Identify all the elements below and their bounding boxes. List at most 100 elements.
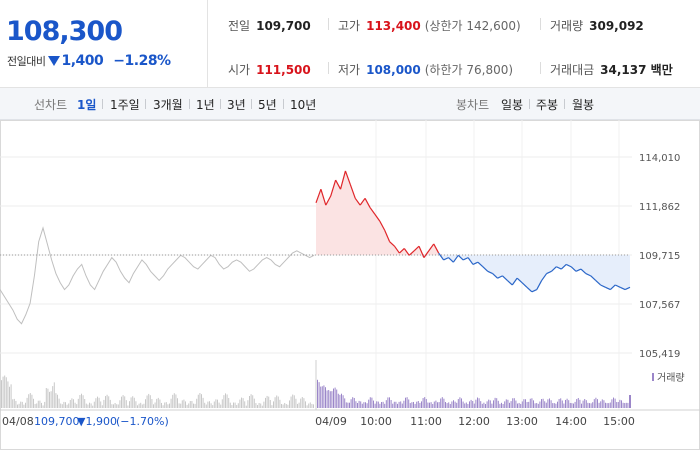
candle-daily-button[interactable]: 일봉: [501, 98, 524, 112]
divider: [564, 99, 565, 109]
volume-bar: [249, 395, 250, 408]
volume-bar: [497, 400, 499, 408]
volume-bar: [175, 394, 177, 408]
volume-bar: [55, 393, 57, 408]
open-label: 시가: [228, 63, 251, 77]
volume-bar: [385, 400, 387, 408]
volume-bar: [368, 399, 370, 408]
volume-bar: [202, 397, 204, 408]
volume-bar: [50, 391, 52, 408]
volume-bar: [472, 400, 474, 408]
volume-bar: [571, 403, 573, 408]
volume-bar: [336, 389, 338, 408]
x-tick-label: 15:00: [603, 415, 635, 428]
volume-bar: [103, 399, 105, 408]
volume-bar: [164, 402, 166, 408]
price-line-segment: [428, 243, 435, 252]
price-line-segment: [398, 248, 405, 254]
volume-bar: [501, 402, 502, 408]
volume-bar: [451, 401, 453, 408]
price-line-segment: [374, 213, 381, 222]
volume-bar: [207, 401, 209, 408]
candle-monthly-button[interactable]: 월봉: [572, 98, 595, 112]
upper-limit: (상한가 142,600): [424, 19, 521, 33]
volume-bar: [157, 397, 159, 408]
price-line-segment: [457, 254, 464, 261]
volume-bar: [441, 397, 443, 408]
volume-bar: [170, 398, 172, 408]
volume-bar: [218, 402, 220, 408]
volume-bar: [266, 395, 268, 408]
open-value: 111,500: [256, 63, 311, 77]
volume-bar: [560, 398, 562, 408]
volume-bar: [461, 398, 462, 408]
volume-legend-icon: [652, 373, 654, 381]
y-tick-label: 114,010: [639, 153, 680, 164]
price-line-segment: [531, 289, 538, 293]
volume-bar: [109, 399, 111, 408]
volume-bar: [507, 399, 509, 408]
volume-bar: [619, 399, 621, 408]
volume-bar: [345, 402, 347, 408]
volume-bar: [414, 403, 416, 408]
volume-bar: [17, 404, 18, 408]
volume-bar: [242, 398, 244, 408]
turnover-label: 거래대금: [550, 63, 595, 77]
volume-bar: [557, 401, 558, 408]
volume-bar: [473, 403, 475, 408]
price-line-segment: [560, 264, 567, 270]
volume-bar: [210, 403, 212, 408]
period-3y-button[interactable]: 3년: [227, 98, 246, 112]
volume-bar: [284, 402, 286, 408]
volume-bar: [403, 400, 405, 408]
volume-bar: [413, 401, 414, 408]
volume-bar: [308, 403, 310, 408]
volume-bar: [537, 403, 539, 408]
volume-bar: [384, 403, 386, 408]
volume-bar: [167, 404, 169, 408]
volume-bar: [625, 402, 627, 408]
divider: [251, 99, 252, 109]
volume-bar: [52, 386, 54, 408]
volume-bar: [440, 398, 442, 408]
volume-bar: [598, 402, 600, 408]
period-5y-button[interactable]: 5년: [258, 98, 277, 112]
volume-bar: [486, 401, 488, 408]
volume-bar: [320, 386, 322, 408]
volume-bar: [323, 385, 325, 408]
volume-bar: [529, 398, 531, 408]
volume-bar: [81, 393, 82, 408]
volume-bar: [79, 395, 81, 408]
volume-bar: [268, 396, 270, 408]
volume-bar: [223, 395, 225, 408]
period-10y-button[interactable]: 10년: [290, 98, 317, 112]
period-1d-button[interactable]: 1일: [77, 98, 97, 112]
period-3m-button[interactable]: 3개월: [153, 98, 183, 112]
divider: [328, 18, 329, 30]
volume-bar: [265, 397, 266, 408]
period-1w-button[interactable]: 1주일: [110, 98, 140, 112]
volume-bar: [193, 403, 194, 408]
prev-close-value: 109,700: [256, 19, 311, 33]
volume-bar: [300, 398, 302, 408]
volume-bar: [480, 401, 482, 408]
volume-bar: [552, 403, 554, 408]
volume-bar: [350, 399, 352, 408]
volume-bar: [608, 403, 610, 408]
price-line-segment: [492, 273, 498, 279]
volume-bar: [512, 398, 514, 408]
volume-bar: [419, 402, 421, 408]
volume-bar: [411, 402, 413, 408]
period-1y-button[interactable]: 1년: [196, 98, 215, 112]
volume-bar: [141, 404, 143, 408]
volume-bar: [603, 400, 605, 408]
candle-weekly-button[interactable]: 주봉: [536, 98, 559, 112]
price-line-segment: [541, 273, 548, 281]
low-label: 저가: [338, 63, 361, 77]
volume-bar: [445, 402, 446, 408]
volume-bar: [435, 400, 437, 408]
volume-bar: [382, 401, 384, 408]
volume-bar: [309, 402, 311, 408]
volume-bar: [371, 397, 373, 408]
price-line-segment: [349, 184, 356, 199]
